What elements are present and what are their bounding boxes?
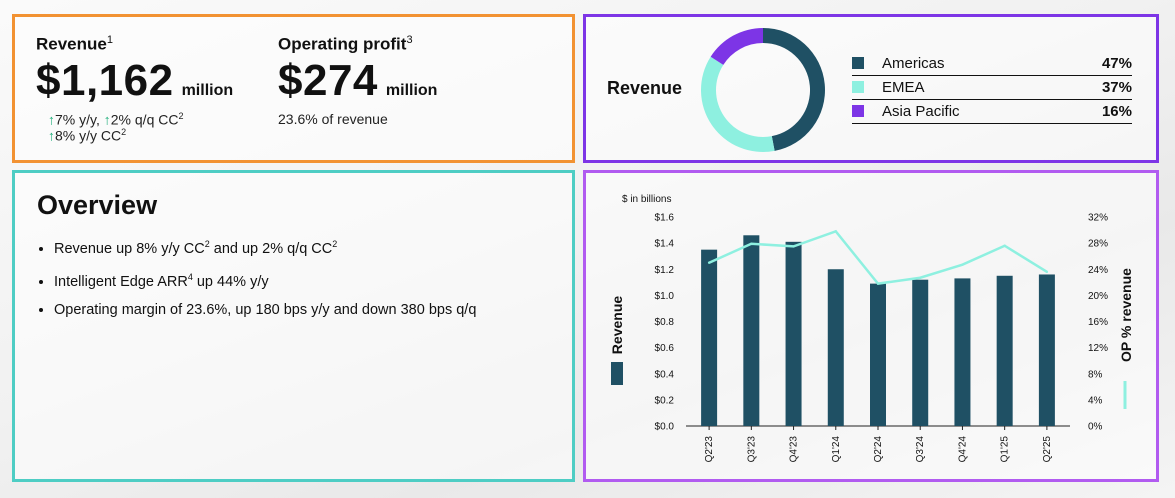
op-margin-point: [876, 282, 880, 285]
x-tick-label: Q1'24: [831, 436, 842, 463]
legend-swatch: [852, 105, 864, 117]
legend-swatch: [852, 81, 864, 93]
legend-value: 47%: [1101, 55, 1132, 72]
revenue-bar: [912, 279, 929, 426]
x-tick-label: Q2'25: [1042, 436, 1053, 463]
y-tick-label: $0.4: [655, 369, 675, 380]
donut-slice-asia-pacific: [710, 28, 763, 65]
x-tick-label: Q3'23: [746, 436, 757, 463]
op-margin-text: 23.6% of revenue: [278, 110, 388, 127]
x-tick-label: Q2'23: [704, 436, 715, 463]
y2-axis-label: OP % revenue: [1118, 268, 1134, 362]
kpi-panel: Revenue1 $1,162 million ↑7% y/y, ↑2% q/q …: [12, 14, 575, 163]
overview-bullet: Intelligent Edge ARR4 up 44% y/y: [54, 263, 476, 296]
revenue-bar: [996, 275, 1013, 426]
op-kpi: Operating profit3 $274 million 23.6% of r…: [278, 34, 437, 127]
op-margin-point: [919, 276, 922, 279]
legend-value: 16%: [1101, 103, 1132, 120]
y2-tick-label: 20%: [1088, 291, 1108, 302]
up-arrow-icon: ↑: [48, 127, 55, 144]
revenue-bar: [954, 278, 971, 426]
legend-label: EMEA: [882, 79, 925, 96]
op-margin-point: [834, 230, 837, 233]
revenue-donut: [701, 28, 825, 152]
x-tick-label: Q2'24: [873, 436, 884, 463]
y2-tick-label: 0%: [1088, 422, 1103, 433]
revenue-value: $1,162: [36, 55, 174, 105]
revenue-unit: million: [181, 81, 234, 99]
y-tick-label: $1.2: [655, 265, 675, 276]
unit-label: $ in billions: [622, 194, 671, 205]
revenue-legend-swatch: [611, 362, 623, 385]
legend-swatch: [852, 57, 864, 69]
x-tick-label: Q1'25: [1000, 436, 1011, 463]
y-axis-label: Revenue: [609, 296, 625, 355]
legend-row-asia-pacific: Asia Pacific 16%: [852, 102, 1132, 124]
y-tick-label: $0.6: [655, 343, 675, 354]
y2-tick-label: 24%: [1088, 265, 1108, 276]
x-tick-label: Q4'24: [957, 436, 968, 463]
y-tick-label: $0.2: [655, 395, 675, 406]
legend-row-emea: EMEA 37%: [852, 78, 1132, 100]
revenue-bar: [743, 235, 760, 426]
y2-tick-label: 32%: [1088, 213, 1108, 224]
overview-title: Overview: [37, 190, 158, 220]
x-tick-label: Q4'23: [789, 436, 800, 463]
op-margin-point: [961, 263, 964, 266]
revenue-op-chart: $ in billions $0.0 $0.2 $0.4 $0.6 $0.8 $1.0 $1.…: [609, 194, 1134, 463]
donut-slice-emea: [701, 56, 775, 152]
up-arrow-icon: ↑: [48, 111, 55, 128]
legend-label: Asia Pacific: [882, 103, 960, 120]
revenue-cc-line: ↑8% y/y CC2: [48, 127, 127, 144]
x-tick-label: Q3'24: [915, 436, 926, 463]
y2-tick-label: 28%: [1088, 239, 1108, 250]
revenue-bar: [1038, 274, 1055, 426]
revenue-bar: [701, 249, 718, 426]
revenue-growth-line: ↑7% y/y, ↑2% q/q CC2: [48, 110, 184, 128]
legend-value: 37%: [1101, 79, 1132, 96]
y-tick-label: $1.6: [655, 213, 675, 224]
revenue-chart-panel: $ in billions $0.0 $0.2 $0.4 $0.6 $0.8 $1.0 $1.…: [583, 170, 1159, 482]
y2-tick-label: 8%: [1088, 369, 1103, 380]
donut-slice-americas: [763, 28, 825, 151]
overview-list: Revenue up 8% y/y CC2 and up 2% q/q CC2 …: [37, 230, 476, 324]
y2-tick-label: 16%: [1088, 317, 1108, 328]
overview-bullet: Revenue up 8% y/y CC2 and up 2% q/q CC2: [54, 230, 476, 263]
op-margin-line: [708, 229, 1048, 285]
legend-label: Americas: [882, 55, 945, 72]
overview-bullet: Operating margin of 23.6%, up 180 bps y/…: [54, 296, 476, 324]
revenue-bar: [785, 241, 802, 426]
mix-title: Revenue: [607, 78, 683, 98]
revenue-mix-panel: Revenue Americas 47% EMEA 37% Asia Pacific 16…: [583, 14, 1159, 163]
up-arrow-icon: ↑: [103, 111, 111, 128]
op-margin-point: [750, 242, 753, 245]
revenue-bar: [870, 283, 886, 426]
revenue-kpi: Revenue1 $1,162 million ↑7% y/y, ↑2% q/q …: [36, 34, 233, 144]
y2-tick-label: 4%: [1088, 395, 1103, 406]
op-margin-point: [792, 245, 795, 248]
revenue-label: Revenue1: [36, 34, 113, 54]
y2-tick-label: 12%: [1088, 343, 1108, 354]
op-value: $274: [278, 55, 378, 105]
op-margin-point: [1045, 270, 1049, 274]
y-tick-label: $0.0: [655, 422, 675, 433]
op-unit: million: [385, 81, 438, 99]
overview-panel: Overview Revenue up 8% y/y CC2 and up 2%…: [12, 170, 575, 482]
op-margin-point: [707, 261, 711, 264]
op-label: Operating profit3: [278, 34, 413, 54]
y-tick-label: $1.0: [655, 291, 675, 302]
op-margin-point: [1003, 244, 1006, 247]
y-tick-label: $0.8: [655, 317, 675, 328]
legend-row-americas: Americas 47%: [852, 54, 1132, 76]
y-tick-label: $1.4: [655, 239, 675, 250]
revenue-bar: [827, 269, 844, 426]
